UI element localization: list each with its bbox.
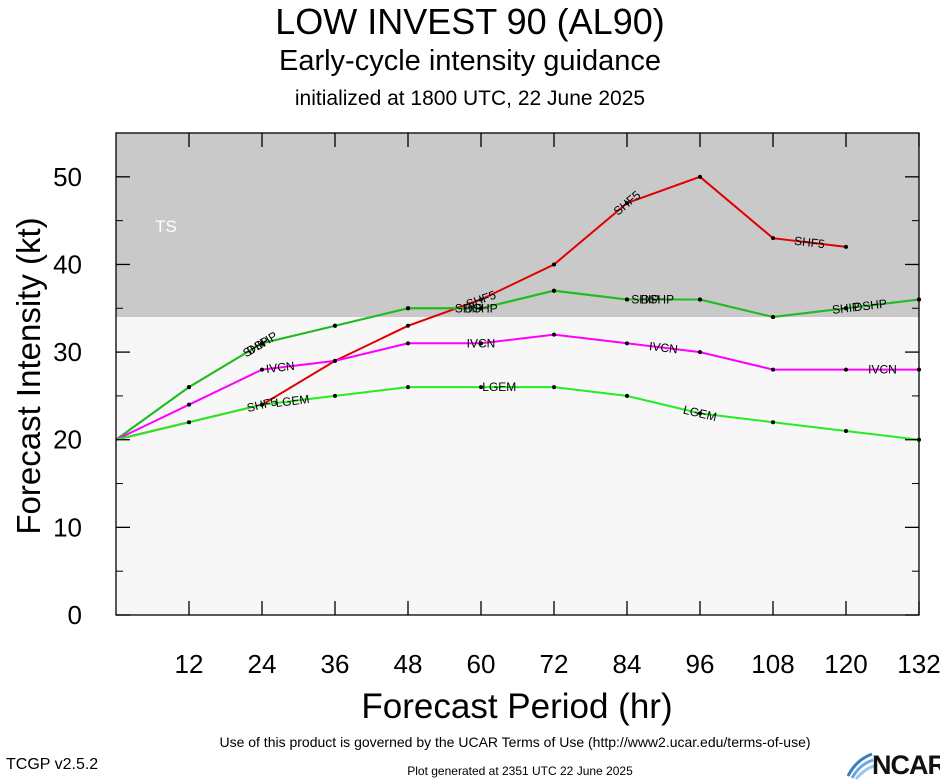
series-label-lgem: LGEM [275, 392, 310, 410]
series-label-ship: SHIP [455, 301, 483, 315]
data-point-shf5 [479, 297, 483, 302]
data-point-ship [552, 288, 556, 293]
data-point-shf5 [625, 201, 629, 206]
series-group: SHF5SHF5SHF5SHF5DSHPDSHPDSHPDSHPSHIPSHIP… [115, 174, 921, 442]
data-point-lgem [260, 402, 264, 407]
x-tick-label: 132 [897, 649, 940, 679]
data-point-ivcn [187, 402, 191, 407]
series-label-ship: SHIP [831, 300, 860, 317]
series-line-shf5 [115, 175, 847, 441]
series-label-ivcn: IVCN [265, 359, 295, 376]
series-label-lgem: LGEM [482, 380, 516, 394]
data-point-lgem [333, 393, 337, 398]
y-tick-label: 30 [53, 337, 82, 367]
y-axis-label: Forecast Intensity (kt) [10, 217, 47, 534]
data-point-ship [333, 323, 337, 328]
data-point-shf5 [406, 323, 410, 328]
data-point-ivcn [771, 367, 775, 372]
x-tick-label: 84 [613, 649, 642, 679]
ncar-logo: NCAR [846, 750, 940, 780]
axes: 12 24 36 48 60 72 84 96 108 120 132 0 10 20 30 40 50 [53, 132, 940, 679]
series-line-lgem [115, 386, 920, 441]
intensity-bands: TS [116, 133, 919, 615]
series-label-ivcn: IVCN [467, 336, 496, 350]
y-tick-label: 10 [53, 512, 82, 542]
terms-of-use: Use of this product is governed by the U… [219, 734, 811, 750]
data-point-ship [771, 315, 775, 320]
band-below-ts [116, 317, 919, 615]
x-tick-label: 60 [467, 649, 496, 679]
chart-subtitle: Early-cycle intensity guidance [278, 45, 661, 77]
series-line-ship [115, 289, 920, 441]
ncar-logo-icon [846, 752, 874, 780]
data-point-ivcn [406, 341, 410, 346]
chart-title: LOW INVEST 90 (AL90) [275, 1, 665, 42]
x-tick-label: 108 [751, 649, 794, 679]
initialization-time: initialized at 1800 UTC, 22 June 2025 [294, 87, 646, 110]
series-line-ivcn [115, 333, 919, 441]
y-tick-label: 0 [68, 600, 82, 630]
x-tick-label: 12 [175, 649, 204, 679]
data-point-lgem [479, 385, 483, 390]
data-point-shf5 [844, 244, 848, 249]
x-tick-label: 96 [686, 649, 715, 679]
band-label: TS [155, 217, 177, 236]
x-tick-label: 72 [540, 649, 569, 679]
data-point-ivcn [625, 341, 629, 346]
series-label-ivcn: IVCN [648, 339, 678, 356]
series-label-dshp: DSHP [641, 293, 674, 307]
data-point-ivcn [698, 350, 702, 355]
x-tick-label: 36 [321, 649, 350, 679]
generated-time: Plot generated at 2351 UTC 22 June 2025 [407, 764, 633, 778]
data-point-ivcn [552, 332, 556, 337]
data-point-ship [844, 306, 848, 311]
data-point-ship [406, 306, 410, 311]
version-label: TCGP v2.5.2 [6, 756, 99, 773]
data-point-lgem [625, 393, 629, 398]
x-axis-label: Forecast Period (hr) [361, 687, 672, 726]
x-tick-label: 24 [248, 649, 277, 679]
x-tick-label: 120 [824, 649, 867, 679]
data-point-ship [260, 341, 264, 346]
plot-frame [115, 132, 920, 616]
data-point-ivcn [333, 358, 337, 363]
data-point-lgem [552, 385, 556, 390]
data-point-lgem [771, 420, 775, 425]
data-point-lgem [698, 411, 702, 416]
data-point-ivcn [844, 367, 848, 372]
data-point-ship [625, 297, 629, 302]
data-point-ship [187, 385, 191, 390]
ncar-logo-text: NCAR [872, 750, 940, 780]
data-point-ivcn [479, 341, 483, 346]
data-point-lgem [187, 420, 191, 425]
data-point-ship [479, 306, 483, 311]
y-tick-label: 40 [53, 249, 82, 279]
data-point-shf5 [771, 236, 775, 241]
data-point-lgem [844, 428, 848, 433]
series-label-shf5: SHF5 [793, 234, 825, 252]
series-label-dshp: DSHP [853, 296, 888, 314]
y-tick-label: 20 [53, 425, 82, 455]
data-point-shf5 [698, 174, 702, 179]
x-tick-label: 48 [394, 649, 423, 679]
band-ts [116, 133, 919, 318]
series-label-ivcn: IVCN [868, 363, 897, 377]
data-point-shf5 [552, 262, 556, 267]
data-point-ship [698, 297, 702, 302]
data-point-ivcn [260, 367, 264, 372]
series-label-ship: SHIP [631, 293, 659, 307]
y-tick-label: 50 [53, 162, 82, 192]
data-point-lgem [406, 385, 410, 390]
